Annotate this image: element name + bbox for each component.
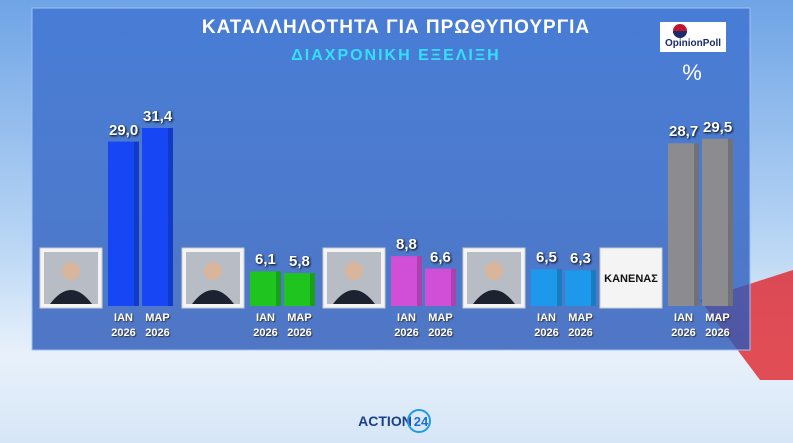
- x-tick-label: ΜΑΡ 2026: [145, 312, 170, 339]
- bar: [108, 141, 139, 306]
- photo-body: [333, 290, 375, 304]
- x-tick-label: ΙΑΝ 2026: [253, 312, 278, 339]
- bar-side: [134, 141, 139, 306]
- bar-side: [557, 269, 562, 306]
- bar: [565, 270, 596, 306]
- x-tick-label: ΙΑΝ 2026: [394, 312, 419, 339]
- bar-side: [591, 270, 596, 306]
- bar-side: [276, 271, 281, 306]
- value-label: 6,6: [430, 248, 451, 266]
- value-label: 29,5: [703, 118, 733, 136]
- chart-subtitle: ΔΙΑΧΡΟΝΙΚΗ ΕΞΕΛΙΞΗ: [291, 47, 500, 64]
- x-tick-label: ΙΑΝ 2026: [111, 312, 136, 339]
- footer-number: 24: [414, 414, 429, 429]
- footer-ring: [407, 409, 431, 433]
- series-name: ΚΑΝΕΝΑΣ: [604, 273, 658, 285]
- bar-side: [168, 128, 173, 306]
- x-tick-label: ΙΑΝ 2026: [534, 312, 559, 339]
- bar-side: [728, 138, 733, 306]
- bar: [284, 273, 315, 306]
- value-label: 5,8: [289, 253, 310, 271]
- value-label: 28,7: [669, 123, 699, 141]
- bar: [142, 128, 173, 306]
- bar: [250, 271, 281, 306]
- unit: %: [682, 60, 702, 85]
- bar: [668, 143, 699, 306]
- photo-body: [50, 290, 92, 304]
- value-label: 31,4: [143, 108, 173, 125]
- footer-brand: ACTION: [358, 413, 412, 429]
- bar-side: [417, 256, 422, 306]
- x-tick-label: ΜΑΡ 2026: [287, 312, 312, 339]
- value-label: 6,1: [255, 251, 276, 269]
- photo-head: [345, 262, 363, 280]
- bar-side: [451, 268, 456, 306]
- bar-side: [694, 143, 699, 306]
- bar-side: [310, 273, 315, 306]
- bar: [391, 256, 422, 306]
- x-tick-label: ΜΑΡ 2026: [568, 312, 593, 339]
- value-label: 29,0: [109, 121, 139, 139]
- photo-head: [485, 262, 503, 280]
- photo-body: [473, 290, 515, 304]
- value-label: 6,3: [570, 250, 591, 268]
- value-label: 6,5: [536, 249, 557, 267]
- x-tick-label: ΜΑΡ 2026: [428, 312, 453, 339]
- bar: [702, 138, 733, 306]
- logo-box: [660, 22, 726, 52]
- logo-icon: [673, 31, 687, 38]
- chart-title: ΚΑΤΑΛΛΗΛΟΤΗΤΑ ΓΙΑ ΠΡΩΘΥΠΟΥΡΓΙΑ: [202, 17, 590, 38]
- photo-frame: [599, 247, 663, 309]
- x-tick-label: ΙΑΝ 2026: [671, 312, 696, 339]
- x-tick-label: ΜΑΡ 2026: [705, 312, 730, 339]
- value-label: 8,8: [396, 236, 417, 254]
- bar: [425, 268, 456, 306]
- photo-body: [192, 290, 234, 304]
- bar: [531, 269, 562, 306]
- logo-text: OpinionPoll: [665, 38, 721, 49]
- photo-head: [62, 262, 80, 280]
- photo-head: [204, 262, 222, 280]
